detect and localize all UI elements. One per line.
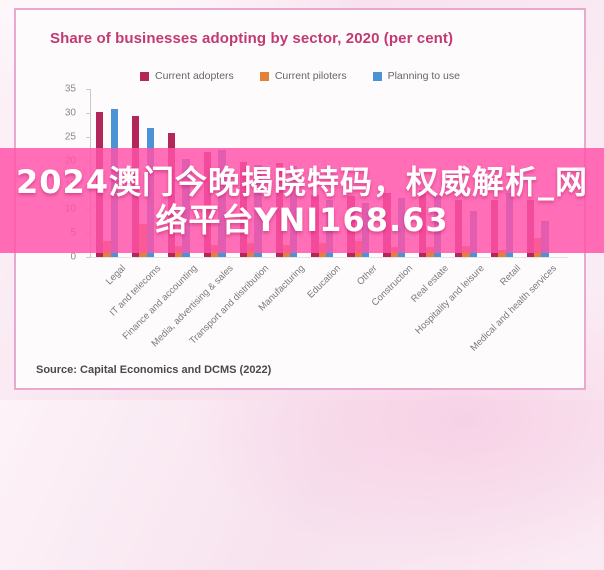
y-tick-mark bbox=[86, 113, 90, 114]
watermark-text-line1: 2024澳门今晚揭晓特码，权威解析_网 bbox=[15, 162, 589, 201]
legend-item: Current piloters bbox=[259, 70, 347, 82]
y-tick-label: 35 bbox=[64, 83, 76, 95]
x-axis-baseline bbox=[90, 257, 568, 258]
x-tick-label: Education bbox=[305, 263, 344, 301]
y-tick-label: 30 bbox=[64, 107, 76, 119]
x-tick-label: Retail bbox=[497, 263, 523, 288]
legend-label: Current piloters bbox=[274, 70, 347, 82]
chart-title: Share of businesses adopting by sector, … bbox=[50, 30, 454, 47]
y-tick-mark bbox=[86, 257, 90, 258]
legend-label: Current adopters bbox=[155, 70, 234, 82]
legend-item: Planning to use bbox=[372, 70, 460, 82]
legend-item: Current adopters bbox=[140, 70, 234, 82]
legend-swatch-icon bbox=[372, 71, 382, 81]
legend: Current adopters Current piloters Planning… bbox=[16, 70, 584, 82]
watermark-overlay: 2024澳门今晚揭晓特码，权威解析_网 络平台YNI168.63 bbox=[0, 148, 604, 253]
y-tick-mark bbox=[86, 89, 90, 90]
y-tick-mark bbox=[86, 137, 90, 138]
source-note: Source: Capital Economics and DCMS (2022… bbox=[36, 364, 272, 376]
watermark-text-line2: 络平台YNI168.63 bbox=[155, 200, 449, 239]
y-tick-label: 0 bbox=[70, 251, 76, 263]
x-tick-label: Legal bbox=[103, 263, 128, 288]
legend-swatch-icon bbox=[259, 71, 269, 81]
bar bbox=[498, 249, 506, 257]
x-tick-label: Hospitality and leisure bbox=[413, 263, 487, 337]
legend-label: Planning to use bbox=[387, 70, 460, 82]
legend-swatch-icon bbox=[140, 71, 150, 81]
x-tick-label: Other bbox=[354, 263, 380, 288]
y-tick-label: 25 bbox=[64, 131, 76, 143]
